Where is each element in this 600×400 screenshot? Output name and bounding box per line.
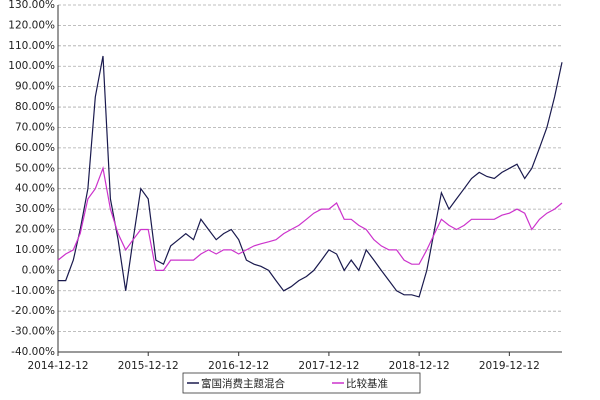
y-tick-label: 70.00% xyxy=(15,121,55,133)
x-tick-label: 2017-12-12 xyxy=(298,360,359,372)
y-tick-label: 40.00% xyxy=(15,183,55,195)
y-tick-label: 90.00% xyxy=(15,81,55,93)
x-tick-label: 2019-12-12 xyxy=(479,360,540,372)
y-tick-label: -10.00% xyxy=(11,285,55,297)
y-tick-label: 100.00% xyxy=(8,60,55,72)
legend-box xyxy=(182,372,421,394)
y-tick-label: 80.00% xyxy=(15,101,55,113)
y-tick-label: 60.00% xyxy=(15,142,55,154)
y-tick-label: 20.00% xyxy=(15,224,55,236)
y-tick-label: -40.00% xyxy=(11,346,55,358)
y-tick-label: 0.00% xyxy=(22,264,55,276)
x-tick-label: 2014-12-12 xyxy=(27,360,88,372)
legend-label: 比较基准 xyxy=(346,377,388,390)
x-tick-label: 2015-12-12 xyxy=(118,360,179,372)
y-tick-label: 130.00% xyxy=(8,0,55,11)
y-tick-label: 50.00% xyxy=(15,162,55,174)
y-tick-label: 120.00% xyxy=(8,19,55,31)
y-tick-label: 10.00% xyxy=(15,244,55,256)
x-tick-label: 2018-12-12 xyxy=(389,360,450,372)
y-tick-label: -30.00% xyxy=(11,326,55,338)
series-line xyxy=(57,166,563,271)
y-tick-label: 30.00% xyxy=(15,203,55,215)
y-tick-label: -20.00% xyxy=(11,305,55,317)
x-tick-label: 2016-12-12 xyxy=(208,360,269,372)
y-tick-label: 110.00% xyxy=(8,40,55,52)
series-line xyxy=(58,55,563,298)
legend-label: 富国消费主题混合 xyxy=(201,377,285,390)
